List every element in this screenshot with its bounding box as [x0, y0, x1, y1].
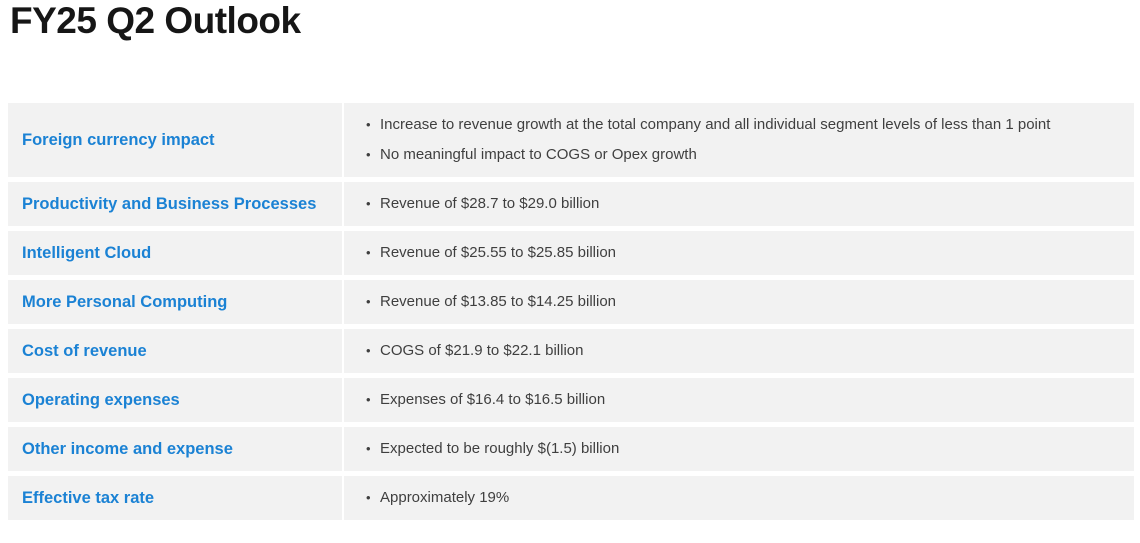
- table-row: Productivity and Business Processes • Reve…: [8, 182, 1134, 226]
- table-row: Other income and expense • Expected to be …: [8, 427, 1134, 471]
- bullet-text: Increase to revenue growth at the total …: [380, 116, 1051, 133]
- bullet-icon: •: [366, 343, 371, 358]
- bullet-icon: •: [366, 245, 371, 260]
- table-row: Operating expenses • Expenses of $16.4 to …: [8, 378, 1134, 422]
- row-bullets: • Expenses of $16.4 to $16.5 billion: [344, 378, 1134, 422]
- bullet-icon: •: [366, 392, 371, 407]
- bullet-text: Expenses of $16.4 to $16.5 billion: [380, 391, 606, 408]
- row-bullets: • Approximately 19%: [344, 476, 1134, 520]
- page-title: FY25 Q2 Outlook: [10, 0, 301, 41]
- row-bullets: • Revenue of $25.55 to $25.85 billion: [344, 231, 1134, 275]
- row-bullets: • Revenue of $28.7 to $29.0 billion: [344, 182, 1134, 226]
- row-label: More Personal Computing: [8, 280, 344, 324]
- bullet-icon: •: [366, 490, 371, 505]
- bullet-item: • Revenue of $28.7 to $29.0 billion: [366, 189, 1124, 219]
- table-row: Intelligent Cloud • Revenue of $25.55 to $…: [8, 231, 1134, 275]
- bullet-text: No meaningful impact to COGS or Opex gro…: [380, 146, 697, 163]
- bullet-icon: •: [366, 117, 371, 132]
- table-row: Effective tax rate • Approximately 19%: [8, 476, 1134, 520]
- table-row: More Personal Computing • Revenue of $13.8…: [8, 280, 1134, 324]
- bullet-icon: •: [366, 147, 371, 162]
- table-row: Foreign currency impact • Increase to reve…: [8, 103, 1134, 177]
- bullet-text: Approximately 19%: [380, 489, 510, 506]
- row-label: Intelligent Cloud: [8, 231, 344, 275]
- bullet-item: • Expenses of $16.4 to $16.5 billion: [366, 385, 1124, 415]
- row-label: Effective tax rate: [8, 476, 344, 520]
- bullet-icon: •: [366, 196, 371, 211]
- bullet-icon: •: [366, 441, 371, 456]
- bullet-item: • Increase to revenue growth at the total…: [366, 110, 1124, 140]
- bullet-item: • COGS of $21.9 to $22.1 billion: [366, 336, 1124, 366]
- row-label: Operating expenses: [8, 378, 344, 422]
- row-label: Other income and expense: [8, 427, 344, 471]
- bullet-text: Revenue of $25.55 to $25.85 billion: [380, 244, 617, 261]
- bullet-text: Expected to be roughly $(1.5) billion: [380, 440, 620, 457]
- outlook-table: Foreign currency impact • Increase to reve…: [8, 103, 1134, 520]
- bullet-text: Revenue of $28.7 to $29.0 billion: [380, 195, 600, 212]
- bullet-item: • Approximately 19%: [366, 483, 1124, 513]
- bullet-item: • Revenue of $13.85 to $14.25 billion: [366, 287, 1124, 317]
- row-bullets: • Revenue of $13.85 to $14.25 billion: [344, 280, 1134, 324]
- row-label: Foreign currency impact: [8, 103, 344, 177]
- table-row: Cost of revenue • COGS of $21.9 to $22.1 b…: [8, 329, 1134, 373]
- bullet-item: • No meaningful impact to COGS or Opex gr…: [366, 140, 1124, 170]
- row-label: Productivity and Business Processes: [8, 182, 344, 226]
- row-bullets: • Expected to be roughly $(1.5) billion: [344, 427, 1134, 471]
- bullet-item: • Expected to be roughly $(1.5) billion: [366, 434, 1124, 464]
- bullet-text: Revenue of $13.85 to $14.25 billion: [380, 293, 617, 310]
- bullet-item: • Revenue of $25.55 to $25.85 billion: [366, 238, 1124, 268]
- row-bullets: • COGS of $21.9 to $22.1 billion: [344, 329, 1134, 373]
- row-bullets: • Increase to revenue growth at the total…: [344, 103, 1134, 177]
- bullet-icon: •: [366, 294, 371, 309]
- bullet-text: COGS of $21.9 to $22.1 billion: [380, 342, 584, 359]
- row-label: Cost of revenue: [8, 329, 344, 373]
